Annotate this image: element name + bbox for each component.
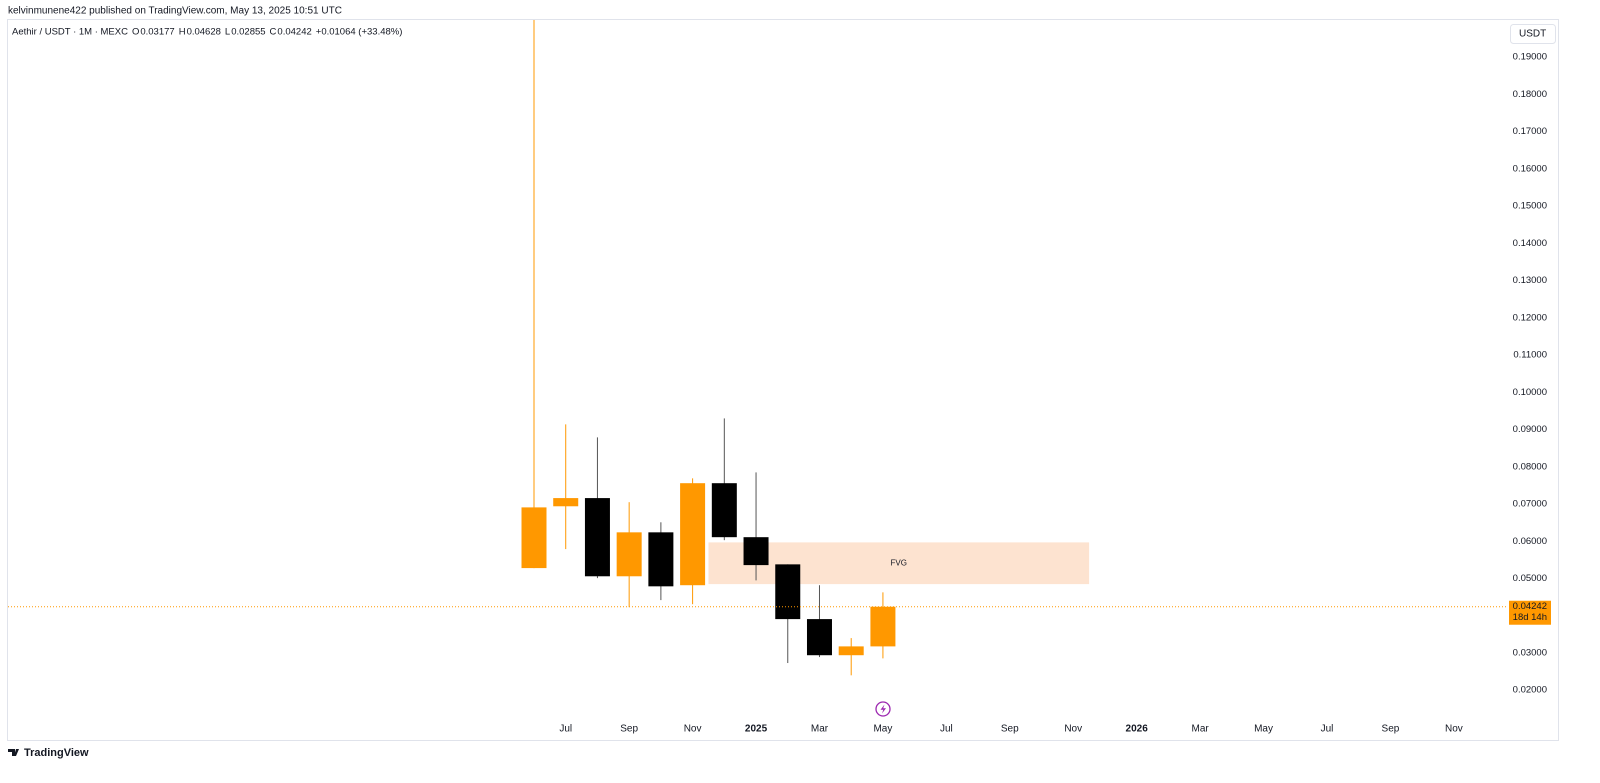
y-tick-label: 0.06000 [1513, 536, 1547, 547]
currency-button[interactable] [1510, 24, 1556, 44]
publish-note: kelvinmunene422 published on TradingView… [8, 6, 342, 17]
candle-body [806, 619, 832, 656]
y-tick-label: 0.16000 [1513, 163, 1547, 174]
ohlc-key: H [179, 27, 186, 38]
symbol-header: Aethir / USDT · 1M · MEXC O 0.03177 H 0.0462… [12, 27, 402, 38]
ohlc-key: C [270, 27, 277, 38]
chart-frame [7, 19, 1559, 741]
ohlc-value: 0.04628 [187, 27, 221, 38]
y-tick-label: 0.10000 [1513, 387, 1547, 398]
candle-body [743, 537, 769, 566]
candle-body [648, 532, 674, 587]
y-tick-label: 0.09000 [1513, 424, 1547, 435]
brand-mark [8, 749, 19, 756]
x-tick-label: Nov [1064, 724, 1082, 735]
y-tick-label: 0.11000 [1513, 350, 1547, 361]
y-tick-label: 0.17000 [1513, 126, 1547, 137]
y-tick-label: 0.19000 [1513, 52, 1547, 63]
candle-body [584, 498, 610, 577]
x-tick-label: Sep [620, 724, 638, 735]
plot-area: FVG [8, 20, 1508, 676]
candle-body [838, 646, 864, 656]
symbol: Aethir / USDT · 1M · MEXC [12, 27, 128, 38]
x-tick-label: 2025 [745, 724, 768, 735]
candle-body [711, 483, 737, 538]
brand-name: TradingView [24, 747, 89, 759]
y-tick-label: 0.07000 [1513, 499, 1547, 510]
x-tick-label: Sep [1382, 724, 1400, 735]
x-tick-label: Sep [1001, 724, 1019, 735]
x-tick-label: Jul [1321, 724, 1334, 735]
ohlc-key: O [132, 27, 139, 38]
y-tick-label: 0.08000 [1513, 461, 1547, 472]
y-tick-label: 0.12000 [1513, 312, 1547, 323]
fvg-zone [708, 542, 1090, 585]
ohlc-key: L [225, 27, 230, 38]
candle-body [521, 507, 547, 569]
x-tick-label: Nov [1445, 724, 1463, 735]
currency-label: USDT [1519, 29, 1546, 40]
x-tick-label: Jul [940, 724, 953, 735]
ohlc-value: 0.02855 [231, 27, 265, 38]
y-tick-label: 0.14000 [1513, 238, 1547, 249]
y-tick-label: 0.18000 [1513, 89, 1547, 100]
x-tick-label: Mar [1192, 724, 1210, 735]
price-tag-value: 0.04242 [1513, 601, 1547, 612]
candle-body [775, 564, 801, 620]
ohlc-value: 0.03177 [140, 27, 174, 38]
event-bolt [880, 704, 886, 714]
y-tick-label: 0.15000 [1513, 201, 1547, 212]
y-tick-label: 0.13000 [1513, 275, 1547, 286]
candle-body [870, 606, 896, 647]
x-tick-label: Mar [811, 724, 829, 735]
price-tag-countdown: 18d 14h [1513, 612, 1547, 623]
brand-logo: TradingView [8, 747, 89, 759]
y-tick-label: 0.02000 [1513, 685, 1547, 696]
candle-body [616, 532, 642, 577]
x-tick-label: May [873, 724, 892, 735]
change: +0.01064 (+33.48%) [316, 27, 403, 38]
x-tick-label: Nov [684, 724, 702, 735]
x-tick-label: May [1254, 724, 1273, 735]
fvg-label: FVG [891, 558, 907, 567]
candle-body [680, 483, 706, 586]
candle-body [553, 498, 579, 507]
y-tick-label: 0.03000 [1513, 647, 1547, 658]
ohlc-value: 0.04242 [277, 27, 311, 38]
event-icon [875, 701, 891, 717]
y-tick-label: 0.05000 [1513, 573, 1547, 584]
x-tick-label: 2026 [1126, 724, 1149, 735]
x-tick-label: Jul [559, 724, 572, 735]
price-tag [1509, 600, 1551, 625]
